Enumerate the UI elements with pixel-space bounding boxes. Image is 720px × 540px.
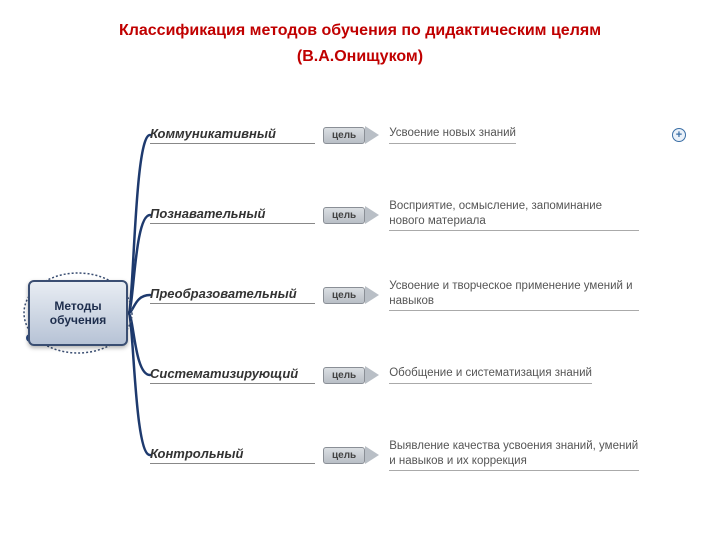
arrow-icon [365,286,379,304]
branch-row: Коммуникативный цель Усвоение новых знаний [150,118,516,152]
branch-description: Обобщение и систематизация знаний [389,366,592,383]
branch-description: Усвоение и творческое применение умений … [389,279,639,311]
branch-description: Восприятие, осмысление, запоминание ново… [389,199,639,231]
goal-badge: цель [323,126,379,144]
expand-icon[interactable]: + [672,128,686,142]
goal-label: цель [323,127,365,144]
branch-description: Выявление качества усвоения знаний, умен… [389,439,639,471]
arrow-icon [365,366,379,384]
branch-row: Преобразовательный цель Усвоение и творчес… [150,278,639,312]
diagram-title: Классификация методов обучения по дидакт… [0,0,720,69]
goal-label: цель [323,287,365,304]
goal-label: цель [323,367,365,384]
branch-description: Усвоение новых знаний [389,126,516,143]
arrow-icon [365,206,379,224]
goal-badge: цель [323,206,379,224]
goal-badge: цель [323,446,379,464]
title-line1: Классификация методов обучения по дидакт… [119,22,601,39]
title-line2: (В.А.Онищуком) [297,48,423,65]
root-node[interactable]: Методы обучения [28,280,128,346]
goal-label: цель [323,207,365,224]
goal-badge: цель [323,366,379,384]
branch-label[interactable]: Контрольный [150,446,315,464]
branch-label[interactable]: Коммуникативный [150,126,315,144]
goal-label: цель [323,447,365,464]
branch-row: Контрольный цель Выявление качества усвоен… [150,438,639,472]
arrow-icon [365,446,379,464]
branch-label[interactable]: Систематизирующий [150,366,315,384]
root-label: Методы обучения [34,299,122,327]
mindmap-diagram: Методы обучения Коммуникативный цель Усвое… [0,90,720,530]
branch-label[interactable]: Познавательный [150,206,315,224]
branch-row: Познавательный цель Восприятие, осмысление… [150,198,639,232]
arrow-icon [365,126,379,144]
goal-badge: цель [323,286,379,304]
branch-label[interactable]: Преобразовательный [150,286,315,304]
branch-row: Систематизирующий цель Обобщение и система… [150,358,592,392]
